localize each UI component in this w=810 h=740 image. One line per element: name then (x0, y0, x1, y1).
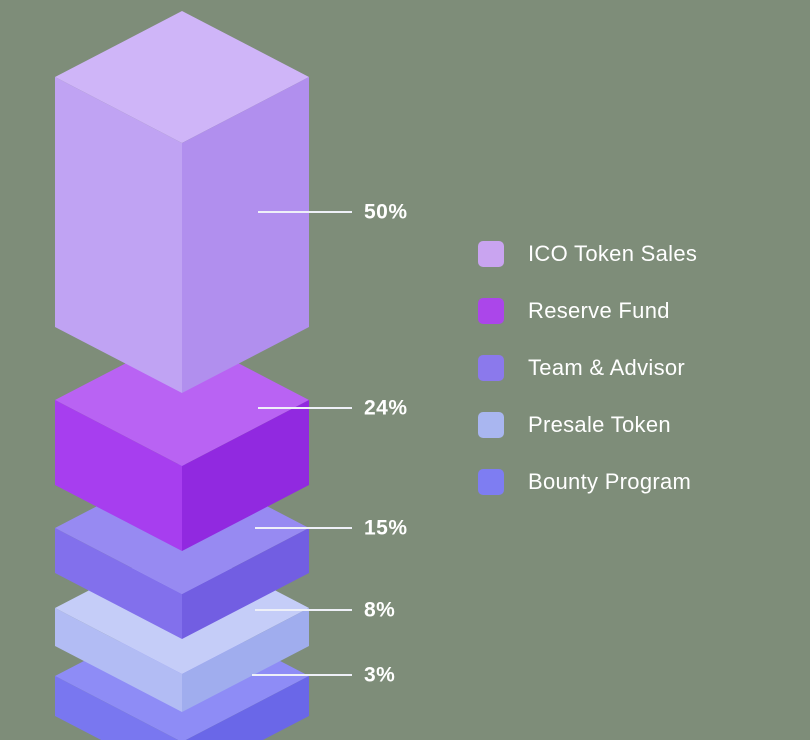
chart-legend: ICO Token Sales Reserve Fund Team & Advi… (478, 241, 697, 495)
value-label-presale-token: 8% (364, 599, 395, 622)
legend-item-ico-token-sales: ICO Token Sales (478, 241, 697, 267)
block-reserve-fund (55, 334, 309, 551)
block-presale-token-left-face (55, 608, 182, 712)
block-team-advisor-right-face (182, 528, 309, 639)
legend-label-presale-token: Presale Token (528, 412, 671, 437)
legend-swatch-ico-token-sales (478, 241, 504, 267)
block-bounty-program-right-face (185, 676, 309, 740)
block-ico-token-sales (55, 11, 309, 393)
legend-item-reserve-fund: Reserve Fund (478, 298, 697, 324)
value-label-bounty-program: 3% (364, 664, 395, 687)
value-label-team-advisor: 15% (364, 517, 408, 540)
block-ico-token-sales-left-face (55, 77, 182, 393)
legend-item-team-advisor: Team & Advisor (478, 355, 697, 381)
block-ico-token-sales-right-face (182, 77, 309, 393)
legend-item-presale-token: Presale Token (478, 412, 697, 438)
legend-label-reserve-fund: Reserve Fund (528, 298, 670, 323)
leader-lines (252, 211, 352, 676)
block-reserve-fund-right-face (182, 400, 309, 551)
legend-swatch-bounty-program (478, 469, 504, 495)
value-label-reserve-fund: 24% (364, 397, 408, 420)
legend-label-bounty-program: Bounty Program (528, 469, 692, 494)
block-reserve-fund-left-face (55, 400, 182, 551)
legend-label-team-advisor: Team & Advisor (528, 355, 686, 380)
value-labels: 50% 24% 15% 8% 3% (364, 201, 408, 687)
legend-label-ico-token-sales: ICO Token Sales (528, 241, 698, 266)
legend-swatch-reserve-fund (478, 298, 504, 324)
block-bounty-program-left-face (55, 676, 179, 740)
block-team-advisor-left-face (55, 528, 182, 639)
block-presale-token-right-face (182, 608, 309, 712)
value-label-ico-token-sales: 50% (364, 201, 408, 224)
legend-item-bounty-program: Bounty Program (478, 469, 697, 495)
legend-swatch-team-advisor (478, 355, 504, 381)
legend-swatch-presale-token (478, 412, 504, 438)
